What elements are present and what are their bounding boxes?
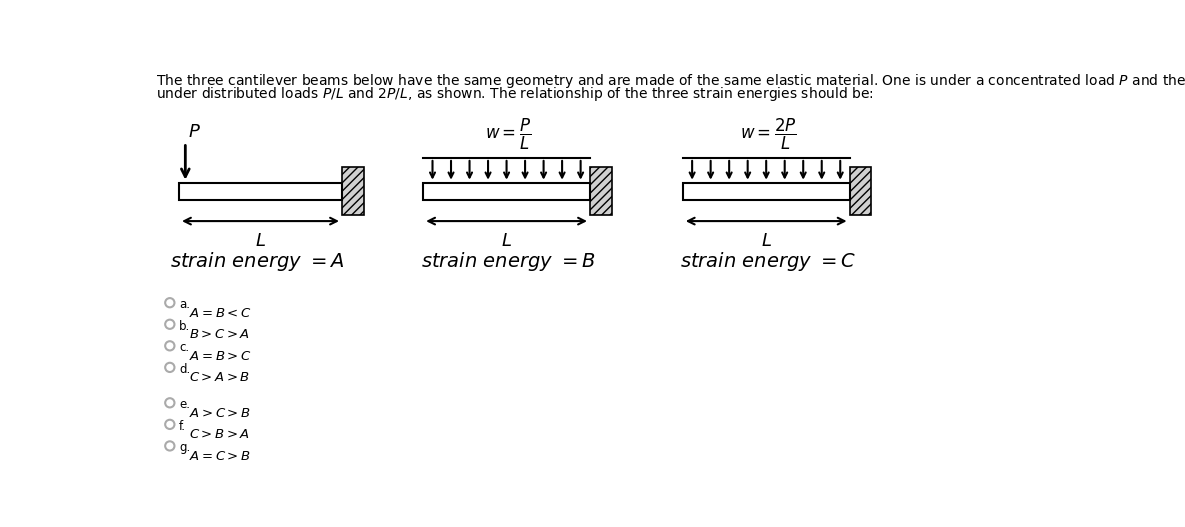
Text: $C > B > A$: $C > B > A$ <box>190 428 250 441</box>
Text: The three cantilever beams below have the same geometry and are made of the same: The three cantilever beams below have th… <box>156 73 1185 91</box>
Text: strain energy $= A$: strain energy $= A$ <box>169 250 344 274</box>
Bar <box>342 167 364 215</box>
Text: $A = B > C$: $A = B > C$ <box>190 350 251 363</box>
Text: g.: g. <box>179 441 191 454</box>
Bar <box>850 167 871 215</box>
Text: $P$: $P$ <box>188 123 201 141</box>
Text: f.: f. <box>179 419 186 433</box>
Text: strain energy $= C$: strain energy $= C$ <box>680 250 856 274</box>
Text: $B > C > A$: $B > C > A$ <box>190 328 250 341</box>
Text: $C > A > B$: $C > A > B$ <box>190 371 250 384</box>
Text: $A > C > B$: $A > C > B$ <box>190 407 251 419</box>
Bar <box>179 182 342 200</box>
Text: a.: a. <box>179 298 190 311</box>
Text: $A = C > B$: $A = C > B$ <box>190 450 251 463</box>
Text: $w = \dfrac{P}{L}$: $w = \dfrac{P}{L}$ <box>486 116 532 152</box>
Text: d.: d. <box>179 363 191 376</box>
Bar <box>423 182 590 200</box>
Text: $A = B < C$: $A = B < C$ <box>190 307 251 319</box>
Bar <box>683 182 850 200</box>
Text: under distributed loads $P/L$ and $2P/L$, as shown. The relationship of the thre: under distributed loads $P/L$ and $2P/L$… <box>156 85 873 103</box>
Text: e.: e. <box>179 398 190 411</box>
Text: $L$: $L$ <box>761 232 771 250</box>
Bar <box>590 167 611 215</box>
Text: b.: b. <box>179 320 191 333</box>
Text: $L$: $L$ <box>501 232 512 250</box>
Text: strain energy $= B$: strain energy $= B$ <box>422 250 596 274</box>
Text: c.: c. <box>179 341 190 354</box>
Text: $w = \dfrac{2P}{L}$: $w = \dfrac{2P}{L}$ <box>739 116 796 152</box>
Text: $L$: $L$ <box>255 232 265 250</box>
